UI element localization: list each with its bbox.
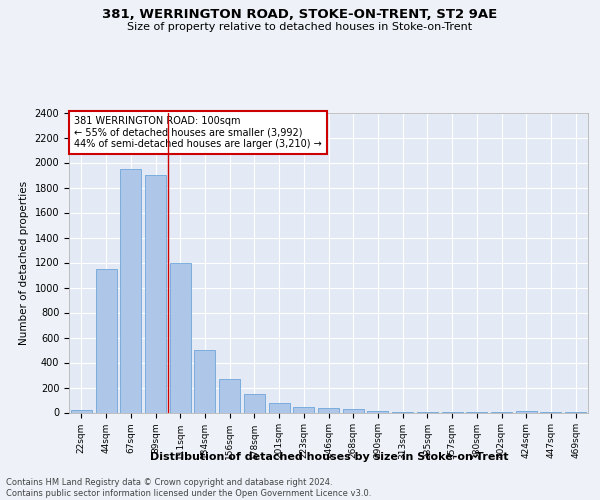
Bar: [367, 410, 388, 412]
Y-axis label: Number of detached properties: Number of detached properties: [19, 180, 29, 344]
Bar: [194, 350, 215, 412]
Bar: [71, 410, 92, 412]
Bar: [120, 169, 141, 412]
Text: Distribution of detached houses by size in Stoke-on-Trent: Distribution of detached houses by size …: [149, 452, 508, 462]
Bar: [293, 407, 314, 412]
Bar: [343, 409, 364, 412]
Text: Contains HM Land Registry data © Crown copyright and database right 2024.
Contai: Contains HM Land Registry data © Crown c…: [6, 478, 371, 498]
Bar: [244, 394, 265, 412]
Text: Size of property relative to detached houses in Stoke-on-Trent: Size of property relative to detached ho…: [127, 22, 473, 32]
Bar: [219, 379, 240, 412]
Text: 381 WERRINGTON ROAD: 100sqm
← 55% of detached houses are smaller (3,992)
44% of : 381 WERRINGTON ROAD: 100sqm ← 55% of det…: [74, 116, 322, 148]
Text: 381, WERRINGTON ROAD, STOKE-ON-TRENT, ST2 9AE: 381, WERRINGTON ROAD, STOKE-ON-TRENT, ST…: [103, 8, 497, 20]
Bar: [269, 402, 290, 412]
Bar: [95, 269, 116, 412]
Bar: [516, 411, 537, 412]
Bar: [145, 175, 166, 412]
Bar: [170, 262, 191, 412]
Bar: [318, 408, 339, 412]
